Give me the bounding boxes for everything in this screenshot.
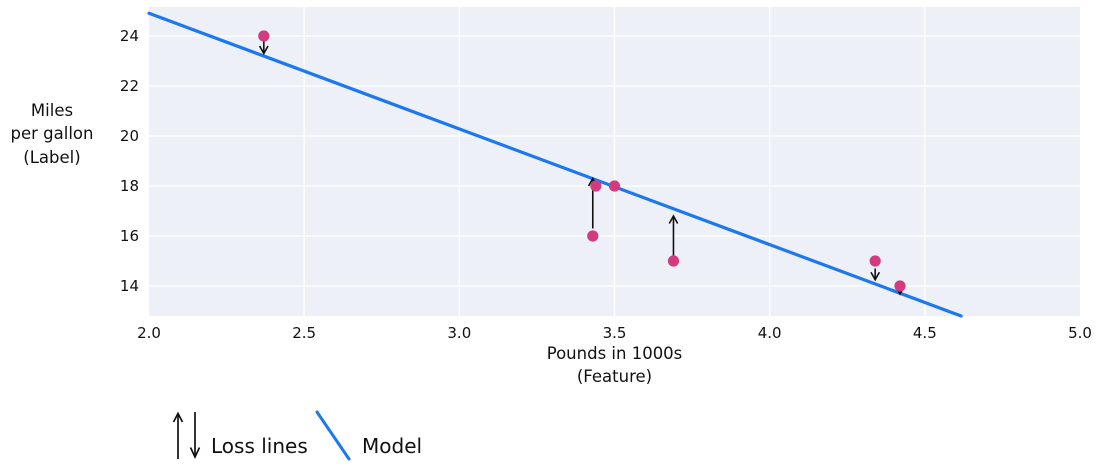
data-point [590,180,602,192]
y-tick-label: 20 [120,127,139,145]
y-tick-label: 22 [120,77,139,95]
y-tick-label: 24 [120,27,139,45]
x-tick-label: 5.0 [1068,324,1092,342]
y-tick-label: 16 [120,227,139,245]
loss-arrow [258,41,269,56]
data-point [667,255,680,267]
data-point [894,280,906,292]
y-tick-label: 18 [120,177,139,195]
data-point [869,255,881,267]
tick-labels: 2.0 2.5 3.0 3.5 4.0 4.5 5.0 14 16 18 20 22 24 [120,27,1092,342]
x-tick-label: 2.0 [137,324,161,342]
x-tick-label: 3.5 [603,324,627,342]
data-point [587,230,599,242]
loss-arrow [668,214,679,256]
model-line [147,11,963,318]
plot-area: 2.0 2.5 3.0 3.5 4.0 4.5 5.0 14 16 18 20 22 24 [120,7,1092,342]
x-tick-label: 4.5 [913,324,937,342]
model-line-icon [315,410,351,461]
y-axis-label: Miles per gallon (Label) [10,101,94,167]
x-tick-label: 2.5 [292,324,316,342]
legend-label-loss-lines: Loss lines [211,434,308,458]
x-axis-label: Pounds in 1000s (Feature) [546,344,683,387]
loss-arrow [870,268,881,282]
data-point [258,30,270,42]
loss-lines-icon [172,411,201,459]
y-tick-label: 14 [120,277,139,295]
data-points [258,30,906,292]
gridlines [149,7,1080,316]
x-tick-label: 4.0 [758,324,782,342]
data-point [608,180,621,192]
x-tick-label: 3.0 [447,324,471,342]
legend-label-model: Model [362,434,423,458]
